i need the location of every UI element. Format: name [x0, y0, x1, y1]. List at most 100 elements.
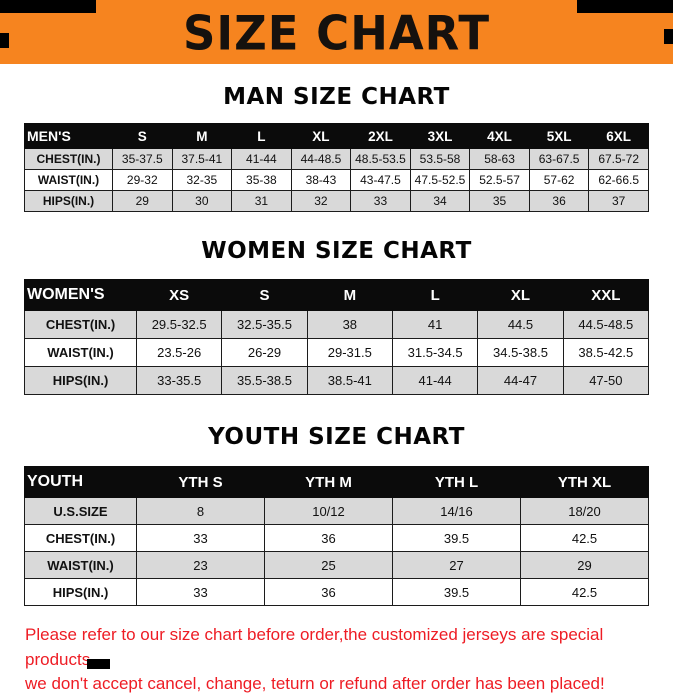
row-label: CHEST(IN.) [24, 310, 137, 339]
table-row: WAIST(IN.) 29-32 32-35 35-38 38-43 43-47.5 47.… [24, 169, 649, 191]
table-corner-header: YOUTH [24, 466, 137, 498]
size-value-cell: 32-35 [171, 169, 233, 191]
size-value-cell: 33 [136, 578, 265, 606]
size-value-cell: 8 [136, 497, 265, 525]
size-value-cell: 35-38 [231, 169, 292, 191]
table-row: HIPS(IN.) 29 30 31 32 33 34 35 36 37 [24, 190, 649, 212]
row-label: U.S.SIZE [24, 497, 137, 525]
size-value-cell: 41 [391, 310, 479, 339]
size-value-cell: 23 [136, 551, 265, 579]
page-title: SIZE CHART [182, 5, 491, 61]
corner-mark-mid-left [0, 33, 9, 48]
row-label: WAIST(IN.) [24, 338, 137, 367]
section-women-size-chart: WOMEN SIZE CHART WOMEN'S XS S M L XL XXL CHEST(… [0, 238, 673, 395]
size-value-cell: 32.5-35.5 [221, 310, 308, 339]
size-value-cell: 36 [264, 524, 393, 552]
size-value-cell: 52.5-57 [469, 169, 530, 191]
size-value-cell: 33-35.5 [135, 366, 223, 395]
table-header-row: WOMEN'S XS S M L XL XXL [24, 279, 650, 311]
size-value-cell: 25 [264, 551, 393, 579]
size-value-cell: 44-47 [477, 366, 564, 395]
size-value-cell: 43-47.5 [350, 169, 411, 191]
size-value-cell: 29-32 [112, 169, 173, 191]
order-disclaimer: Please refer to our size chart before or… [25, 623, 673, 697]
row-label: HIPS(IN.) [24, 366, 137, 395]
table-row: CHEST(IN.) 33 36 39.5 42.5 [24, 524, 649, 552]
section-title-man: MAN SIZE CHART [223, 84, 450, 110]
row-label: WAIST(IN.) [24, 169, 113, 191]
row-label: CHEST(IN.) [24, 148, 113, 170]
size-value-cell: 26-29 [221, 338, 308, 367]
size-value-cell: 29 [112, 190, 173, 212]
women-size-table: WOMEN'S XS S M L XL XXL CHEST(IN.) 29.5-32.5 32.5… [24, 279, 650, 395]
size-value-cell: 44.5 [477, 310, 564, 339]
title-banner: SIZE CHART [0, 0, 673, 64]
size-column-header: L [391, 279, 479, 311]
size-value-cell: 35 [469, 190, 530, 212]
size-value-cell: 48.5-53.5 [350, 148, 411, 170]
size-value-cell: 31 [231, 190, 292, 212]
table-corner-header: WOMEN'S [24, 279, 137, 311]
size-value-cell: 18/20 [520, 497, 649, 525]
size-value-cell: 31.5-34.5 [391, 338, 479, 367]
size-value-cell: 41-44 [231, 148, 292, 170]
table-row: U.S.SIZE 8 10/12 14/16 18/20 [24, 497, 649, 525]
size-value-cell: 32 [290, 190, 352, 212]
section-title-youth: YOUTH SIZE CHART [208, 424, 465, 450]
size-value-cell: 53.5-58 [409, 148, 471, 170]
size-value-cell: 10/12 [264, 497, 393, 525]
size-column-header: 2XL [350, 123, 411, 149]
row-label: HIPS(IN.) [24, 578, 137, 606]
row-label: CHEST(IN.) [24, 524, 137, 552]
size-value-cell: 34 [409, 190, 471, 212]
disclaimer-line-2: we don't accept cancel, change, teturn o… [25, 674, 605, 694]
table-header-row: YOUTH YTH S YTH M YTH L YTH XL [24, 466, 649, 498]
size-value-cell: 14/16 [392, 497, 521, 525]
size-value-cell: 29.5-32.5 [135, 310, 223, 339]
corner-mark-bottom-left [87, 659, 110, 669]
row-label: WAIST(IN.) [24, 551, 137, 579]
size-column-header: XL [477, 279, 564, 311]
size-value-cell: 67.5-72 [588, 148, 649, 170]
size-column-header: 4XL [469, 123, 530, 149]
size-column-header: L [231, 123, 292, 149]
size-value-cell: 42.5 [520, 524, 649, 552]
row-label: HIPS(IN.) [24, 190, 113, 212]
man-size-table: MEN'S S M L XL 2XL 3XL 4XL 5XL 6XL CHEST(IN.) 35-37… [24, 123, 649, 212]
size-column-header: XXL [562, 279, 650, 311]
size-value-cell: 38.5-41 [306, 366, 393, 395]
size-value-cell: 36 [528, 190, 590, 212]
size-value-cell: 37.5-41 [171, 148, 233, 170]
size-value-cell: 41-44 [391, 366, 479, 395]
table-header-row: MEN'S S M L XL 2XL 3XL 4XL 5XL 6XL [24, 123, 649, 149]
size-value-cell: 38.5-42.5 [562, 338, 650, 367]
table-row: CHEST(IN.) 35-37.5 37.5-41 41-44 44-48.5 48.5… [24, 148, 649, 170]
disclaimer-line-1: Please refer to our size chart before or… [25, 625, 604, 669]
size-column-header: 3XL [409, 123, 471, 149]
size-value-cell: 39.5 [392, 524, 521, 552]
size-value-cell: 33 [136, 524, 265, 552]
size-value-cell: 33 [350, 190, 411, 212]
size-column-header: M [306, 279, 393, 311]
size-value-cell: 29 [520, 551, 649, 579]
size-value-cell: 42.5 [520, 578, 649, 606]
table-corner-header: MEN'S [24, 123, 113, 149]
size-value-cell: 38 [306, 310, 393, 339]
corner-mark-top-right [577, 0, 673, 13]
size-column-header: 6XL [588, 123, 649, 149]
table-row: WAIST(IN.) 23.5-26 26-29 29-31.5 31.5-34.5 34… [24, 338, 650, 367]
size-value-cell: 27 [392, 551, 521, 579]
table-row: CHEST(IN.) 29.5-32.5 32.5-35.5 38 41 44.5 44.5… [24, 310, 650, 339]
size-value-cell: 30 [171, 190, 233, 212]
section-youth-size-chart: YOUTH SIZE CHART YOUTH YTH S YTH M YTH L YTH… [0, 424, 673, 606]
size-value-cell: 35-37.5 [112, 148, 173, 170]
size-column-header: YTH XL [520, 466, 649, 498]
size-value-cell: 36 [264, 578, 393, 606]
size-value-cell: 38-43 [290, 169, 352, 191]
size-column-header: S [112, 123, 173, 149]
size-column-header: XL [290, 123, 352, 149]
size-value-cell: 47.5-52.5 [409, 169, 471, 191]
section-man-size-chart: MAN SIZE CHART MEN'S S M L XL 2XL 3XL 4XL 5XL 6XL… [0, 84, 673, 212]
size-column-header: YTH L [392, 466, 521, 498]
size-value-cell: 62-66.5 [588, 169, 649, 191]
